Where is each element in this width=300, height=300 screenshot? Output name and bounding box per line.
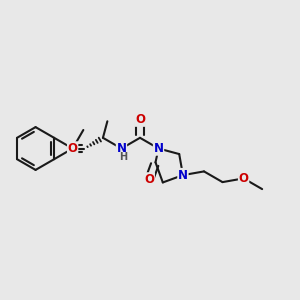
Text: O: O xyxy=(144,173,154,186)
Text: N: N xyxy=(116,142,127,155)
Text: O: O xyxy=(238,172,249,185)
Text: H: H xyxy=(119,152,127,162)
Text: N: N xyxy=(154,142,164,155)
Text: N: N xyxy=(178,169,188,182)
Text: O: O xyxy=(68,142,78,155)
Text: O: O xyxy=(135,113,145,126)
